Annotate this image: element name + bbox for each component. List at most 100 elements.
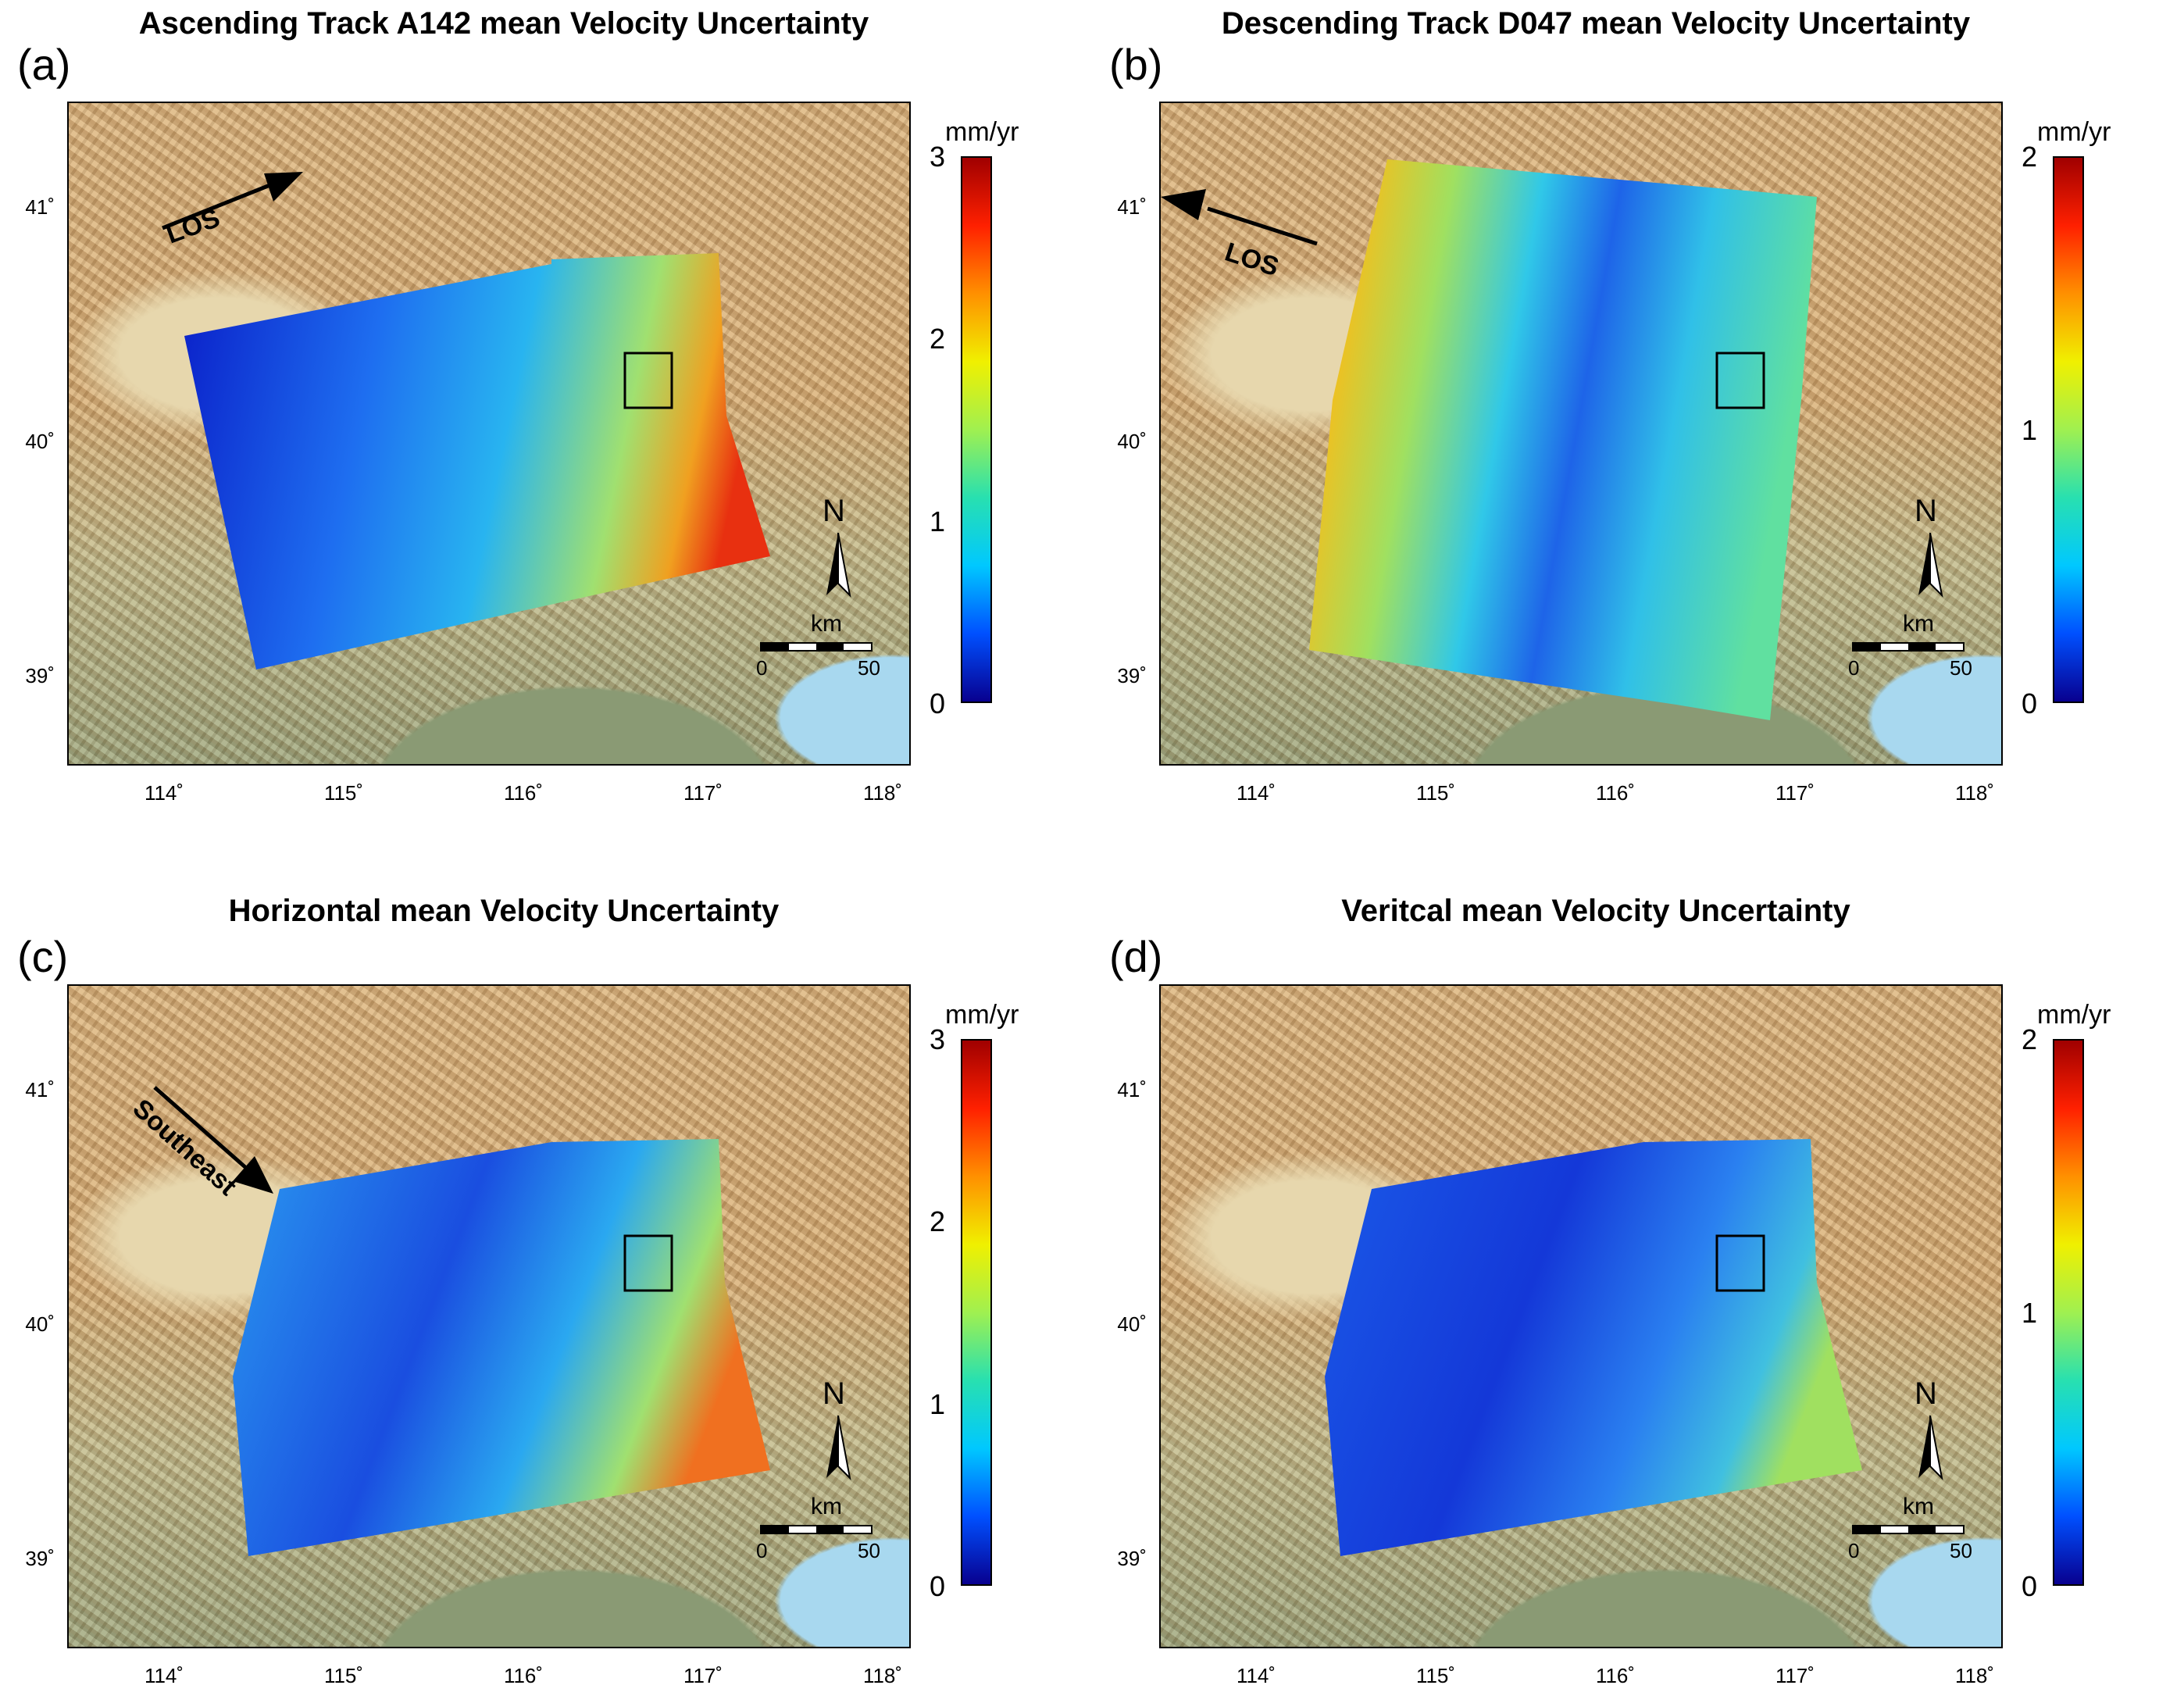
x-tick: 115˚: [1415, 1664, 1456, 1687]
scale-bar: [760, 1525, 873, 1534]
colorbar: [961, 1039, 992, 1586]
y-tick: 39˚: [25, 664, 55, 687]
panel-label: (a): [17, 40, 71, 89]
x-tick: 114˚: [1236, 781, 1276, 805]
scale-unit: km: [811, 611, 842, 637]
panel-title: Horizontal mean Velocity Uncertainty: [228, 894, 780, 928]
x-tick: 115˚: [323, 781, 364, 805]
north-label: N: [823, 494, 845, 528]
colorbar-unit: mm/yr: [2037, 117, 2111, 147]
scale-bar: [1852, 642, 1965, 652]
scale-tick: 0: [756, 1539, 768, 1562]
x-tick: 115˚: [1415, 781, 1456, 805]
velocity-uncertainty-swath: LOS: [1161, 159, 1817, 720]
map-area: N km 0 50: [1159, 984, 2003, 1648]
north-arrow-icon: [1918, 1416, 1943, 1480]
colorbar-tick: 0: [2021, 687, 2037, 719]
colorbar: [961, 156, 992, 703]
map-area: LOS N km 0 50: [1159, 102, 2003, 766]
scale-tick: 50: [858, 656, 880, 680]
scale-unit: km: [1903, 1494, 1934, 1519]
scale-bar: [760, 642, 873, 652]
north-label: N: [1915, 1376, 1937, 1411]
colorbar-tick: 0: [929, 687, 945, 719]
scale-tick: 50: [1950, 1539, 1972, 1562]
y-tick: 39˚: [1117, 664, 1147, 687]
y-tick: 39˚: [1117, 1547, 1147, 1570]
direction-label: LOS: [162, 203, 224, 250]
scale-tick: 0: [1848, 656, 1860, 680]
y-tick: 40˚: [25, 430, 55, 453]
scale-tick: 50: [1950, 656, 1972, 680]
x-tick: 114˚: [144, 1664, 184, 1687]
velocity-uncertainty-swath: LOS: [162, 172, 770, 669]
x-tick: 118˚: [1954, 1664, 1995, 1687]
colorbar: [2053, 1039, 2084, 1586]
y-tick: 40˚: [1117, 1312, 1147, 1336]
colorbar-tick: 1: [2021, 1297, 2037, 1329]
colorbar-tick: 1: [929, 505, 945, 537]
scale-bar: [1852, 1525, 1965, 1534]
study-area-box: [1715, 352, 1765, 409]
x-tick: 118˚: [1954, 781, 1995, 805]
panel-d: Veritcal mean Velocity Uncertainty (d) N…: [1092, 851, 2184, 1703]
north-arrow-icon: [826, 1416, 851, 1480]
y-tick: 41˚: [1117, 195, 1147, 219]
y-tick: 39˚: [25, 1547, 55, 1570]
x-tick: 117˚: [683, 1664, 723, 1687]
scale-unit: km: [811, 1494, 842, 1519]
los-arrow: LOS: [162, 172, 303, 250]
colorbar-tick: 2: [929, 323, 945, 355]
map-area: LOS N km 0 50: [67, 102, 911, 766]
colorbar-tick: 0: [2021, 1570, 2037, 1602]
x-tick: 114˚: [144, 781, 184, 805]
x-tick: 116˚: [1595, 781, 1636, 805]
x-tick: 117˚: [683, 781, 723, 805]
colorbar-tick: 1: [929, 1388, 945, 1420]
colorbar-tick: 3: [929, 1023, 945, 1055]
colorbar-tick: 2: [2021, 1023, 2037, 1055]
north-arrow-icon: [826, 533, 851, 598]
x-tick: 114˚: [1236, 1664, 1276, 1687]
y-tick: 41˚: [25, 1078, 55, 1101]
scale-tick: 0: [756, 656, 768, 680]
north-label: N: [1915, 494, 1937, 528]
y-tick: 41˚: [25, 195, 55, 219]
x-tick: 117˚: [1775, 781, 1815, 805]
southeast-arrow: Southeast: [127, 1086, 273, 1201]
panel-title: Descending Track D047 mean Velocity Unce…: [1221, 6, 1971, 41]
x-tick: 116˚: [503, 781, 544, 805]
study-area-box: [623, 1234, 673, 1292]
colorbar-unit: mm/yr: [945, 117, 1019, 147]
y-tick: 40˚: [25, 1312, 55, 1336]
x-tick: 115˚: [323, 1664, 364, 1687]
velocity-uncertainty-swath: Southeast: [127, 1086, 770, 1556]
colorbar-unit: mm/yr: [945, 1000, 1019, 1030]
x-tick: 118˚: [862, 781, 903, 805]
scale-tick: 0: [1848, 1539, 1860, 1562]
map-area: Southeast N km 0 50: [67, 984, 911, 1648]
scale-unit: km: [1903, 611, 1934, 637]
y-tick: 41˚: [1117, 1078, 1147, 1101]
colorbar-tick: 2: [929, 1205, 945, 1237]
panel-c: Horizontal mean Velocity Uncertainty (c)…: [0, 851, 1092, 1703]
panel-a: Ascending Track A142 mean Velocity Uncer…: [0, 0, 1092, 851]
colorbar-tick: 0: [929, 1570, 945, 1602]
panel-title: Ascending Track A142 mean Velocity Uncer…: [138, 6, 869, 41]
x-tick: 116˚: [503, 1664, 544, 1687]
colorbar-unit: mm/yr: [2037, 1000, 2111, 1030]
panel-title: Veritcal mean Velocity Uncertainty: [1341, 894, 1850, 928]
x-tick: 116˚: [1595, 1664, 1636, 1687]
panel-label: (c): [17, 932, 69, 981]
x-tick: 117˚: [1775, 1664, 1815, 1687]
y-tick: 40˚: [1117, 430, 1147, 453]
study-area-box: [1715, 1234, 1765, 1292]
panel-label: (d): [1109, 932, 1163, 981]
north-arrow-icon: [1918, 533, 1943, 598]
colorbar: [2053, 156, 2084, 703]
colorbar-tick: 2: [2021, 141, 2037, 173]
study-area-box: [623, 352, 673, 409]
panel-label: (b): [1109, 40, 1163, 89]
panel-b: Descending Track D047 mean Velocity Unce…: [1092, 0, 2184, 851]
velocity-uncertainty-swath: [1325, 1139, 1862, 1556]
